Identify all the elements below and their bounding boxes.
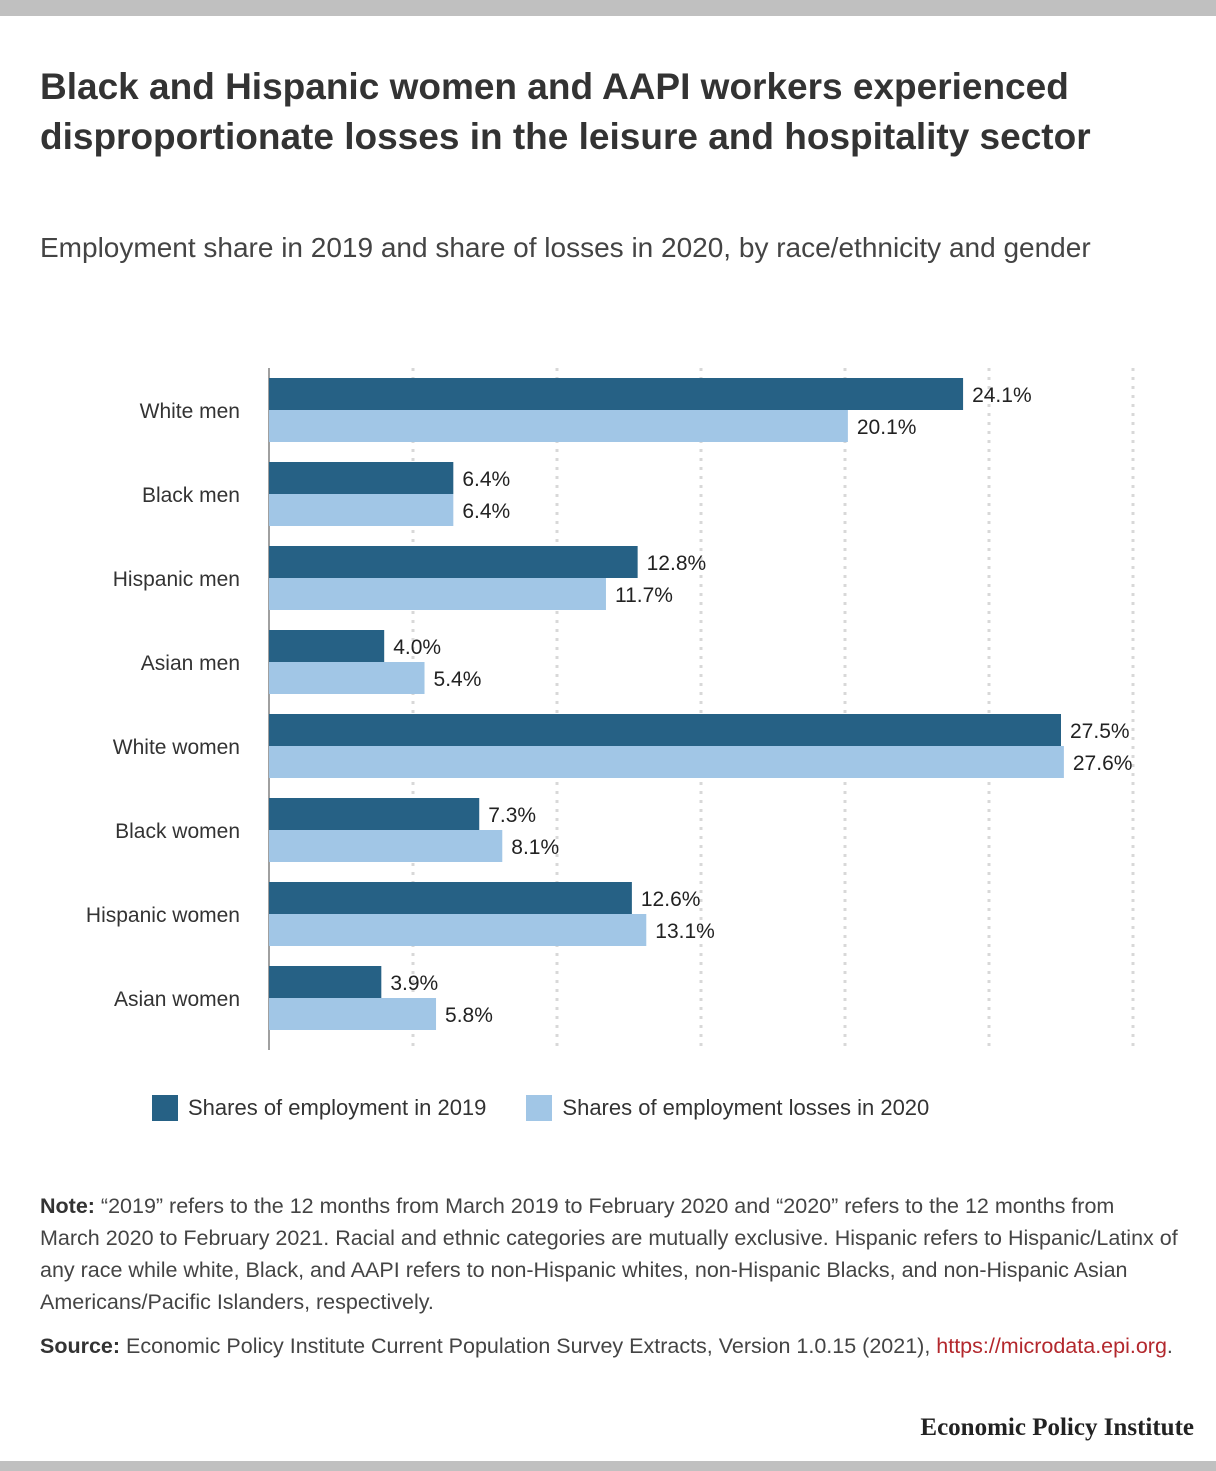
data-label: 4.0% — [393, 636, 441, 659]
legend-swatch-2019 — [152, 1095, 178, 1121]
category-label: White women — [113, 736, 240, 759]
legend-item-2019: Shares of employment in 2019 — [152, 1095, 486, 1121]
bar — [269, 378, 964, 410]
source-label: Source: — [40, 1334, 121, 1358]
bars — [269, 378, 1064, 1030]
category-label: Hispanic men — [113, 568, 240, 591]
data-label: 27.6% — [1073, 752, 1133, 775]
category-label: Black men — [142, 484, 240, 507]
note: Note: “2019” refers to the 12 months fro… — [40, 1190, 1180, 1318]
data-label: 12.6% — [641, 888, 701, 911]
legend-item-2020: Shares of employment losses in 2020 — [526, 1095, 929, 1121]
bar — [269, 998, 437, 1030]
legend-label-2019: Shares of employment in 2019 — [188, 1095, 487, 1120]
data-label: 5.8% — [445, 1004, 493, 1027]
source-link[interactable]: https://microdata.epi.org — [936, 1334, 1167, 1358]
bar — [269, 462, 454, 494]
bar — [269, 714, 1061, 746]
data-label: 11.7% — [615, 584, 673, 607]
chart-title: Black and Hispanic women and AAPI worker… — [40, 66, 1091, 157]
data-label: 6.4% — [462, 468, 510, 491]
data-label: 6.4% — [462, 500, 510, 523]
source-text: Economic Policy Institute Current Popula… — [120, 1334, 937, 1358]
bar — [269, 410, 848, 442]
category-label: Asian men — [141, 652, 240, 675]
top-rule — [0, 0, 1216, 16]
data-label: 27.5% — [1070, 720, 1130, 743]
bar — [269, 798, 480, 830]
source-after-link: . — [1166, 1334, 1173, 1358]
bar — [269, 746, 1064, 778]
legend-swatch-2020 — [526, 1095, 553, 1121]
data-label: 8.1% — [511, 836, 559, 859]
category-label: Hispanic women — [86, 904, 240, 927]
data-label: 24.1% — [972, 384, 1032, 407]
bar — [269, 494, 454, 526]
data-label: 7.3% — [488, 804, 536, 827]
category-label: Asian women — [114, 988, 240, 1011]
legend: Shares of employment in 2019 Shares of e… — [152, 1094, 969, 1122]
bar — [269, 546, 638, 578]
data-label: 3.9% — [390, 972, 438, 995]
category-label: Black women — [115, 820, 240, 843]
source: Source: Economic Policy Institute Curren… — [40, 1330, 1180, 1362]
publisher-logo: Economic Policy Institute — [920, 1414, 1194, 1441]
bar — [269, 914, 647, 946]
bar — [269, 966, 382, 998]
bar-chart: White men 24.1% 20.1% Black men 6.4% 6.4% Hisp… — [86, 368, 1135, 1050]
data-label: 12.8% — [647, 552, 707, 575]
labels: White men 24.1% 20.1% Black men 6.4% 6.4% Hisp… — [86, 384, 1133, 1027]
category-label: White men — [140, 400, 240, 423]
chart-subtitle: Employment share in 2019 and share of lo… — [40, 232, 1091, 263]
legend-label-2020: Shares of employment losses in 2020 — [562, 1095, 930, 1120]
bar — [269, 882, 632, 914]
note-text: “2019” refers to the 12 months from Marc… — [40, 1194, 1178, 1314]
bar — [269, 662, 425, 694]
data-label: 13.1% — [655, 920, 715, 943]
data-label: 20.1% — [857, 416, 917, 439]
data-label: 5.4% — [434, 668, 482, 691]
bar — [269, 630, 385, 662]
bottom-rule — [0, 1461, 1216, 1471]
note-label: Note: — [40, 1194, 95, 1218]
bar — [269, 830, 503, 862]
bar — [269, 578, 606, 610]
